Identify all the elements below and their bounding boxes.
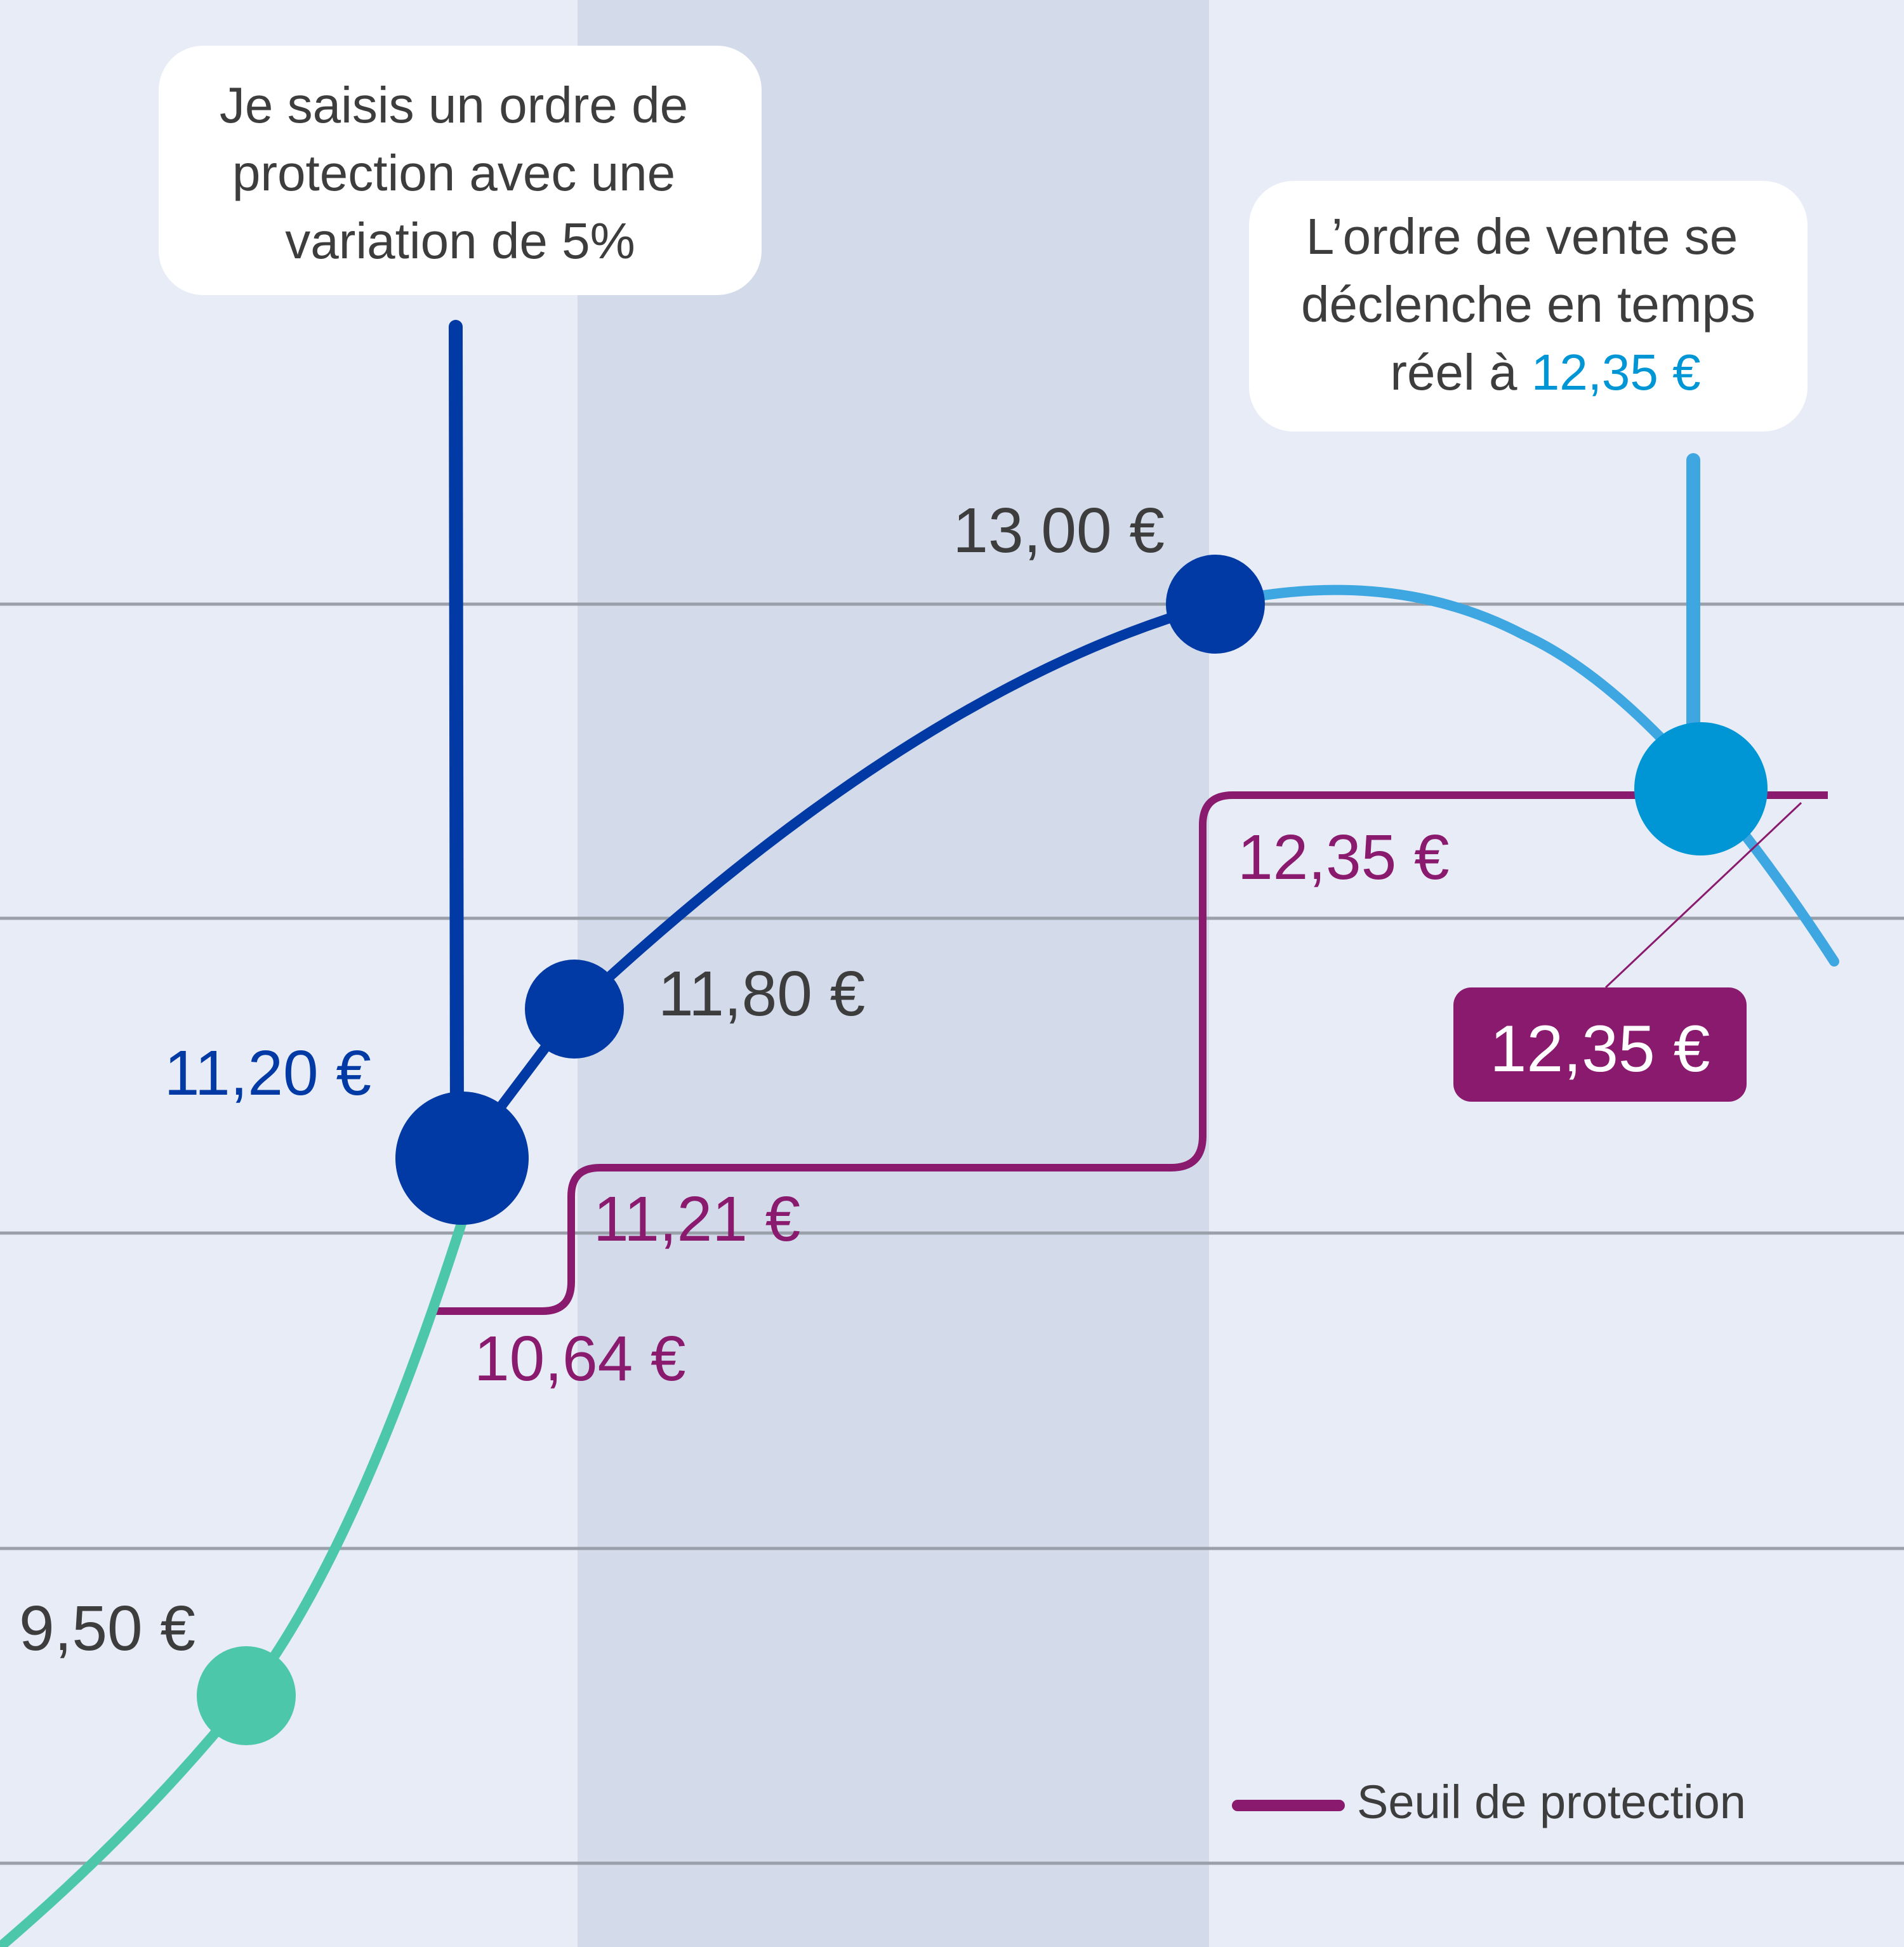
order-connector-line: [449, 320, 464, 1137]
trigger-price-badge: 12,35 €: [1453, 987, 1747, 1102]
trigger-price-badge-box: [1453, 987, 1747, 1102]
gridlines: [0, 602, 1904, 1865]
trigger-callout-box: [1249, 181, 1808, 432]
price-label-11-20: 11,20 €: [164, 1038, 371, 1109]
legend-label: Seuil de protection: [1357, 1776, 1746, 1828]
price-label-11-80: 11,80 €: [658, 958, 865, 1029]
trigger-callout-line-2: déclenche en temps: [1301, 276, 1755, 333]
price-label-9-50: 9,50 €: [19, 1593, 195, 1664]
marker-trigger: [1634, 722, 1768, 855]
marker-13-00: [1166, 555, 1265, 654]
marker-9-50: [197, 1646, 296, 1745]
order-callout: Je saisis un ordre de protection avec un…: [159, 46, 762, 295]
legend: Seuil de protection: [1232, 1776, 1746, 1828]
trigger-callout-prefix: réel à: [1390, 344, 1531, 400]
order-callout-line-1: Je saisis un ordre de: [220, 77, 688, 133]
badge-leader-line: [1604, 802, 1802, 989]
order-callout-box: [159, 46, 762, 295]
threshold-label-11-21: 11,21 €: [593, 1184, 800, 1255]
marker-11-20: [395, 1092, 529, 1225]
order-callout-line-3: variation de 5%: [285, 213, 635, 269]
threshold-label-12-35: 12,35 €: [1238, 822, 1450, 893]
trigger-price-badge-text: 12,35 €: [1490, 1012, 1710, 1086]
trigger-callout-line-3: réel à 12,35 €: [1390, 344, 1700, 400]
price-line-main: [457, 599, 1220, 1163]
highlight-band: [578, 0, 1209, 1947]
order-callout-line-2: protection avec une: [232, 145, 675, 201]
trigger-callout-value: 12,35 €: [1531, 344, 1701, 400]
trigger-callout-line-1: L’ordre de vente se: [1306, 208, 1738, 265]
trigger-callout: L’ordre de vente se déclenche en temps r…: [1249, 181, 1808, 432]
marker-11-80: [525, 960, 624, 1059]
price-label-13-00: 13,00 €: [953, 495, 1165, 566]
threshold-label-10-64: 10,64 €: [474, 1323, 686, 1394]
threshold-line: [432, 791, 1828, 1315]
